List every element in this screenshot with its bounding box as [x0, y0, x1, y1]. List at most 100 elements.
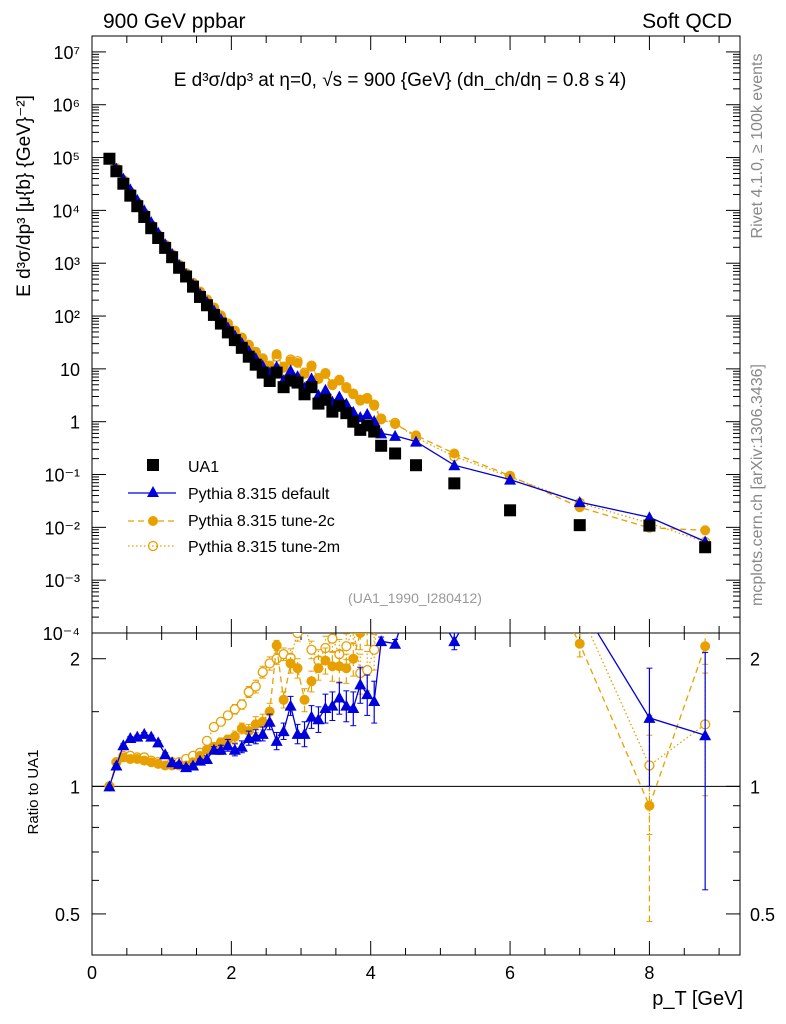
data-point-ua1 [124, 189, 137, 202]
ratio-point-pythia-8-315-default [699, 729, 712, 741]
ratio-point-pythia-8-315-default [200, 753, 213, 765]
y-tick-label: 10⁵ [53, 149, 80, 169]
x-tick-label: 0 [87, 963, 97, 983]
ratio-point-pythia-8-315-tune-2c [306, 676, 317, 687]
y-tick-label: 10⁶ [53, 96, 80, 116]
data-point-pythia-8-315-tune-2c [320, 368, 331, 379]
ratio-axis-label: Ratio to UA1 [25, 749, 42, 834]
ratio-point-pythia-8-315-default [643, 711, 656, 723]
ratio-panel-frame [91, 632, 741, 956]
ratio-point-pythia-8-315-tune-2m [222, 710, 234, 721]
ratio-point-pythia-8-315-default [277, 725, 290, 737]
data-point-ua1 [180, 270, 193, 283]
series-line-pythia-8-315-default [108, 158, 706, 543]
ratio-point-pythia-8-315-tune-2c [125, 754, 136, 765]
data-point-ua1 [291, 376, 304, 389]
ratio-point-pythia-8-315-tune-2m [327, 633, 338, 644]
data-point-ua1 [103, 152, 116, 165]
data-point-pythia-8-315-tune-2c [449, 448, 460, 459]
ratio-point-pythia-8-315-tune-2m [236, 699, 247, 710]
ratio-point-pythia-8-315-default [187, 759, 200, 771]
ratio-point-pythia-8-315-tune-2m [208, 721, 220, 733]
ratio-point-pythia-8-315-tune-2c [644, 800, 655, 811]
ratio-point-pythia-8-315-tune-2c [160, 760, 171, 771]
ratio-point-pythia-8-315-tune-2m [349, 633, 357, 635]
data-point-pythia-8-315-tune-2c [348, 389, 359, 400]
ratio-point-pythia-8-315-tune-2c [411, 540, 421, 550]
ratio-point-pythia-8-315-default [354, 678, 367, 690]
data-point-ua1 [131, 200, 144, 213]
analysis-label: (UA1_1990_I280412) [348, 590, 482, 606]
ratio-point-pythia-8-315-tune-2m [369, 644, 380, 655]
data-point-ua1 [305, 381, 318, 394]
legend-default-marker [147, 486, 159, 497]
data-point-ua1 [699, 541, 712, 554]
ratio-point-pythia-8-315-tune-2m [243, 686, 254, 698]
ratio-point-pythia-8-315-tune-2c [285, 658, 296, 669]
ratio-point-pythia-8-315-default [173, 757, 186, 769]
data-point-ua1 [270, 366, 283, 379]
ratio-point-pythia-8-315-tune-2c [299, 694, 310, 705]
ratio-point-pythia-8-315-tune-2c [292, 663, 303, 674]
y-tick-label: 10² [54, 307, 80, 327]
data-point-pythia-8-315-tune-2c [411, 430, 421, 441]
ratio-point-pythia-8-315-tune-2m [575, 606, 584, 615]
data-point-ua1 [410, 459, 422, 472]
y-tick-label: 10⁻⁴ [43, 624, 80, 644]
ratio-point-pythia-8-315-tune-2m [391, 562, 400, 571]
data-point-pythia-8-315-default [361, 407, 374, 419]
y-tick-label: 10⁻³ [44, 571, 80, 591]
axes-group: 0 2 4 6 8 10⁻⁴ 10⁻³ 10⁻² 10⁻¹ 1 10 10² 10³ 10⁴ 10⁵ 10⁶ 1… [43, 36, 775, 983]
ratio-point-pythia-8-315-default [305, 710, 318, 722]
ratio-point-pythia-8-315-default [256, 727, 269, 739]
legend: UA1 Pythia 8.315 default Pythia 8.315 tu… [128, 459, 340, 556]
x-tick-label: 4 [366, 963, 376, 983]
ratio-point-pythia-8-315-tune-2m [362, 664, 373, 676]
ratio-point-pythia-8-315-tune-2c [278, 694, 289, 705]
ratio-series-group [103, 540, 712, 922]
ratio-point-pythia-8-315-default [152, 736, 165, 748]
data-point-pythia-8-315-tune-2c [299, 368, 310, 379]
legend-ua1-label: UA1 [188, 459, 219, 476]
ratio-point-pythia-8-315-default [159, 748, 172, 760]
data-point-pythia-8-315-default [305, 372, 318, 384]
legend-tune2m-marker [147, 540, 159, 552]
data-point-pythia-8-315-tune-2c [376, 414, 387, 425]
ratio-tick-label: 0.5 [750, 905, 775, 925]
ratio-point-pythia-8-315-default [410, 572, 422, 583]
x-tick-label: 2 [226, 963, 236, 983]
data-point-ua1 [504, 504, 517, 517]
ratio-point-pythia-8-315-tune-2c [355, 633, 366, 638]
ratio-point-pythia-8-315-tune-2m [215, 716, 227, 727]
legend-default-label: Pythia 8.315 default [188, 486, 330, 503]
rivet-version-label: Rivet 4.1.0, ≥ 100k events [749, 54, 766, 239]
data-point-pythia-8-315-default [504, 473, 517, 485]
y-tick-label: 10 [60, 360, 80, 380]
y-axis-label: E d³σ/dp³ [μ{b} {GeV}⁻²] [14, 95, 35, 297]
data-point-pythia-8-315-default [410, 435, 422, 447]
ratio-tick-label: 1 [70, 777, 80, 797]
ratio-point-pythia-8-315-default [361, 688, 374, 700]
data-point-pythia-8-315-tune-2c [362, 393, 373, 404]
plot-title: E d³σ/dp³ at η=0, √s = 900 {GeV} (dn_ch/… [174, 70, 627, 91]
ratio-tick-label: 2 [70, 650, 80, 670]
ratio-point-pythia-8-315-default [333, 691, 346, 703]
y-tick-label: 1 [70, 413, 80, 433]
data-point-ua1 [375, 439, 388, 452]
header-right: Soft QCD [642, 10, 732, 33]
ratio-point-pythia-8-315-default [389, 637, 402, 649]
data-point-ua1 [110, 165, 123, 178]
ratio-point-pythia-8-315-default [340, 699, 353, 711]
ratio-point-pythia-8-315-tune-2c [320, 655, 331, 666]
data-point-ua1 [117, 177, 130, 190]
ratio-point-pythia-8-315-default [131, 730, 144, 742]
ratio-point-pythia-8-315-tune-2m [341, 641, 352, 652]
ratio-point-pythia-8-315-default [312, 713, 325, 725]
y-tick-label: 10⁻² [44, 518, 80, 538]
y-tick-label: 10⁷ [53, 43, 80, 63]
ratio-point-pythia-8-315-default [574, 597, 586, 608]
ratio-point-pythia-8-315-default [117, 739, 130, 751]
data-point-ua1 [145, 222, 158, 235]
data-point-pythia-8-315-default [643, 511, 656, 523]
data-point-ua1 [319, 393, 332, 406]
